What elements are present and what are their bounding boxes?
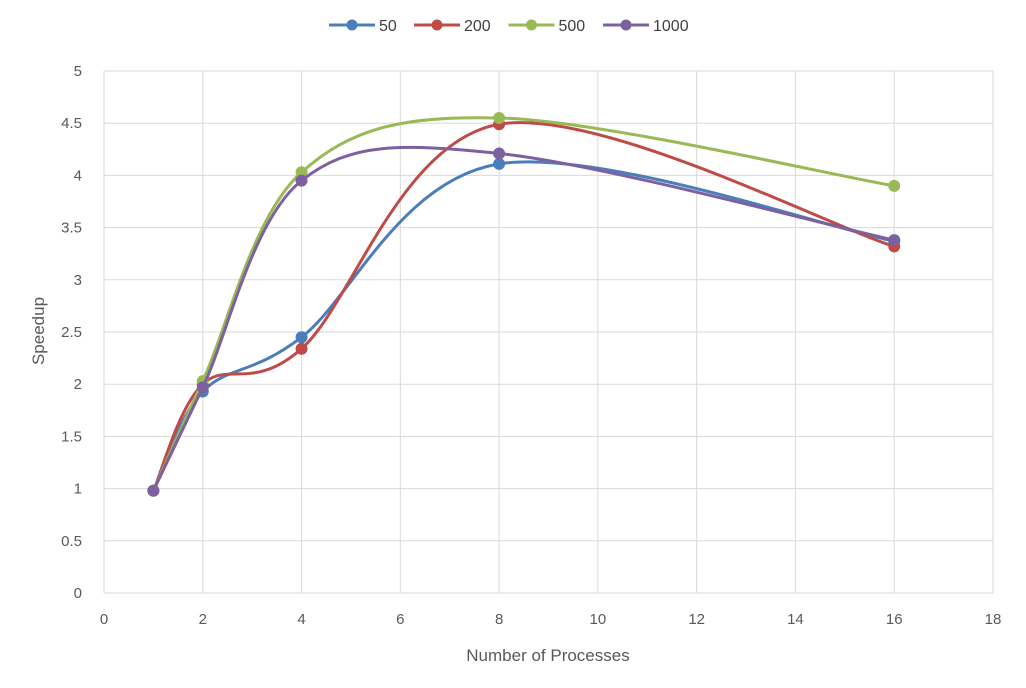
data-point [493,157,506,170]
data-point [295,331,308,344]
series-line-500 [151,116,896,493]
legend: 50 200 500 1000 [329,18,689,35]
data-point [493,147,506,160]
x-tick-label: 2 [199,611,207,628]
data-point [147,484,160,497]
x-tick-label: 10 [590,611,607,628]
legend-swatch-marker [346,19,358,31]
series-line-1000 [151,145,896,493]
legend-swatch-marker [526,19,537,31]
x-axis-ticks: 0 2 4 6 8 10 12 14 16 18 [100,611,1002,628]
x-tick-label: 6 [396,611,404,628]
series-layer [147,111,901,497]
legend-item-500: 500 [508,18,586,35]
legend-label: 1000 [653,18,689,35]
x-tick-label: 16 [886,611,903,628]
data-point [295,174,308,187]
data-point [196,381,209,394]
data-point [295,342,308,355]
legend-label: 500 [559,18,586,35]
x-tick-label: 14 [787,611,804,628]
legend-label: 200 [464,18,491,35]
y-tick-label: 3.5 [61,220,82,237]
series-line-50 [151,160,896,493]
grid [103,70,994,594]
y-tick-label: 4 [74,167,82,184]
y-tick-label: 4.5 [61,115,82,132]
y-tick-label: 2 [74,376,82,393]
x-tick-label: 8 [495,611,503,628]
x-tick-label: 4 [297,611,305,628]
legend-item-50: 50 [329,18,397,35]
series-line-200 [151,121,896,493]
y-tick-label: 5 [74,63,82,80]
legend-swatch-marker [620,19,632,31]
data-point [888,179,901,192]
data-point [493,111,506,124]
series-500 [147,111,901,497]
y-tick-label: 1.5 [61,428,82,445]
series-50 [147,157,901,497]
y-tick-label: 0 [74,585,82,602]
legend-item-200: 200 [414,18,491,35]
data-point [888,234,901,247]
x-axis-title: Number of Processes [466,646,629,665]
y-axis-ticks: 0 0.5 1 1.5 2 2.5 3 3.5 4 4.5 5 [61,63,82,602]
series-1000 [147,145,901,497]
legend-label: 50 [379,18,397,35]
x-tick-label: 18 [985,611,1002,628]
x-tick-label: 12 [688,611,705,628]
y-tick-label: 1 [74,481,82,498]
legend-swatch-marker [431,19,443,31]
y-tick-label: 3 [74,272,82,289]
y-tick-label: 0.5 [61,533,82,550]
y-tick-label: 2.5 [61,324,82,341]
x-tick-label: 0 [100,611,108,628]
y-axis-title: Speedup [29,297,48,365]
legend-item-1000: 1000 [603,18,689,35]
